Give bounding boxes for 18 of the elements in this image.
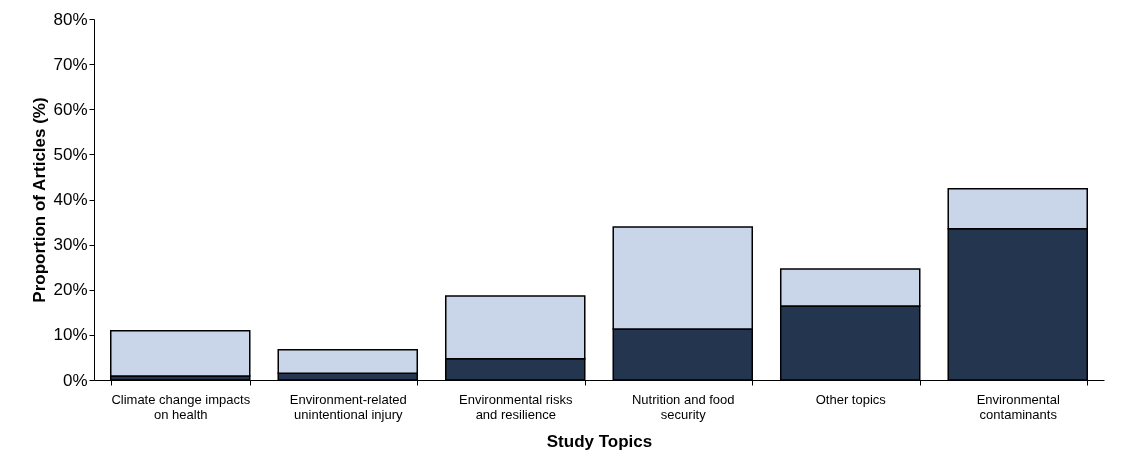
x-tick-label: Environmental contaminants <box>976 391 1060 422</box>
y-tick-label: 40% <box>53 190 88 209</box>
bar <box>110 330 251 377</box>
x-tick-label: Environmental risks and resilience <box>459 391 573 422</box>
y-tick-label: 60% <box>53 99 88 119</box>
x-tick-label: Environment-related unintentional injury <box>289 391 407 422</box>
y-tick-label: 50% <box>53 144 88 164</box>
y-tick-label: 80% <box>53 9 88 29</box>
x-axis-title: Study Topics <box>546 431 653 451</box>
x-tick-label: Other topics <box>815 391 887 407</box>
x-tick-label: Nutrition and food security <box>631 391 735 422</box>
x-tick-label: Climate change impacts on health <box>111 391 251 422</box>
y-tick-label: 70% <box>53 54 88 74</box>
y-tick-label: 0% <box>62 370 88 390</box>
y-tick-label: 30% <box>53 235 88 255</box>
y-tick-label: 20% <box>53 280 88 300</box>
y-tick-label: 10% <box>53 325 88 345</box>
y-axis-title: Proportion of Articles (%) <box>30 97 50 303</box>
